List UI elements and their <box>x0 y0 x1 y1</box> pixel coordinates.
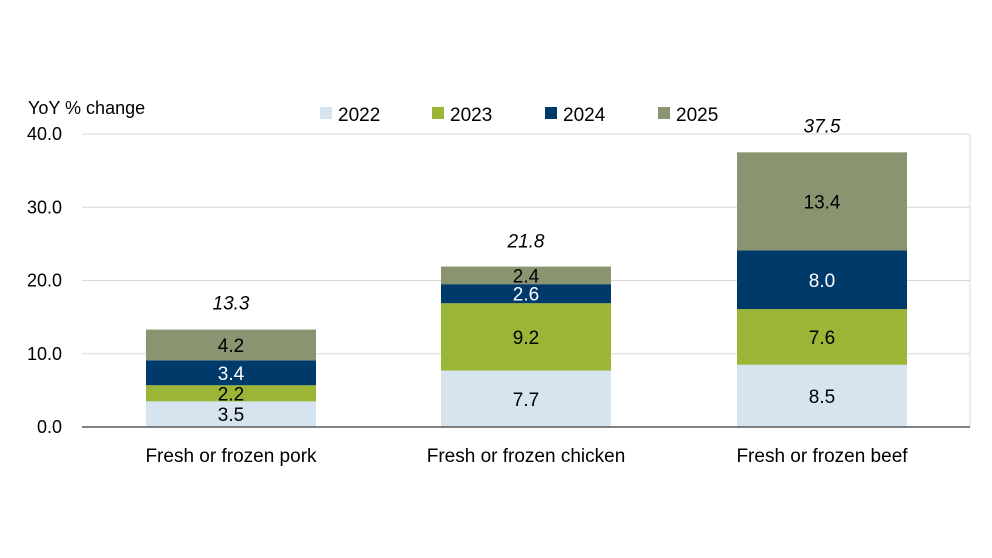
bar-segment-2024 <box>146 360 316 386</box>
data-label: 8.5 <box>809 387 835 408</box>
legend-label: 2024 <box>563 105 606 126</box>
y-tick-label: 10.0 <box>27 344 62 364</box>
bar-segment-2023 <box>737 309 907 365</box>
bars-layer: 3.52.23.4 4.2 13.3 7.7 9.2 2.62.4 21.8 8.5 7.6 8.… <box>146 116 907 427</box>
y-tick-label: 20.0 <box>27 271 62 291</box>
y-tick-label: 30.0 <box>27 197 62 217</box>
data-label: 2.2 <box>218 384 244 405</box>
bar-segment-2025 <box>737 152 907 251</box>
data-label: 3.4 <box>218 364 245 385</box>
data-label: 2.6 <box>513 285 539 306</box>
data-label: 3.5 <box>218 405 244 426</box>
bar-segment-2025 <box>146 329 316 361</box>
data-label: 2.4 <box>513 266 540 287</box>
legend-swatch-2025 <box>658 107 670 119</box>
bar-segment-2024 <box>737 250 907 310</box>
bar-segment-2024 <box>441 284 611 304</box>
y-axis-label: YoY % change <box>28 98 145 118</box>
total-label: 13.3 <box>213 294 250 315</box>
x-category-label: Fresh or frozen pork <box>145 446 317 467</box>
legend-swatch-2024 <box>545 107 557 119</box>
data-label: 7.6 <box>809 328 835 349</box>
legend-swatch-2023 <box>432 107 444 119</box>
total-label: 37.5 <box>804 116 841 137</box>
data-label: 4.2 <box>218 336 244 357</box>
y-tick-label: 0.0 <box>37 417 62 437</box>
bar-segment-2022 <box>441 370 611 427</box>
legend-swatch-2022 <box>320 107 332 119</box>
bar-segment-2022 <box>146 401 316 427</box>
bar-segment-2023 <box>441 303 611 371</box>
y-tick-label: 40.0 <box>27 124 62 144</box>
bar-segment-2023 <box>146 385 316 402</box>
total-label: 21.8 <box>507 231 545 252</box>
legend-label: 2023 <box>450 105 492 126</box>
x-category-label: Fresh or frozen chicken <box>427 446 626 467</box>
data-label: 8.0 <box>809 271 835 292</box>
data-label: 7.7 <box>513 390 539 411</box>
legend: 2022 2023 2024 2025 <box>320 105 718 126</box>
x-category-label: Fresh or frozen beef <box>736 446 908 467</box>
bar-segment-2022 <box>737 364 907 427</box>
data-label: 9.2 <box>513 328 539 349</box>
bar-segment-2025 <box>441 266 611 285</box>
data-label: 13.4 <box>804 192 841 213</box>
legend-label: 2022 <box>338 105 380 126</box>
axes: 0.0 10.0 20.0 30.0 40.0 Fresh or frozen pork F… <box>27 124 970 467</box>
legend-label: 2025 <box>676 105 718 126</box>
